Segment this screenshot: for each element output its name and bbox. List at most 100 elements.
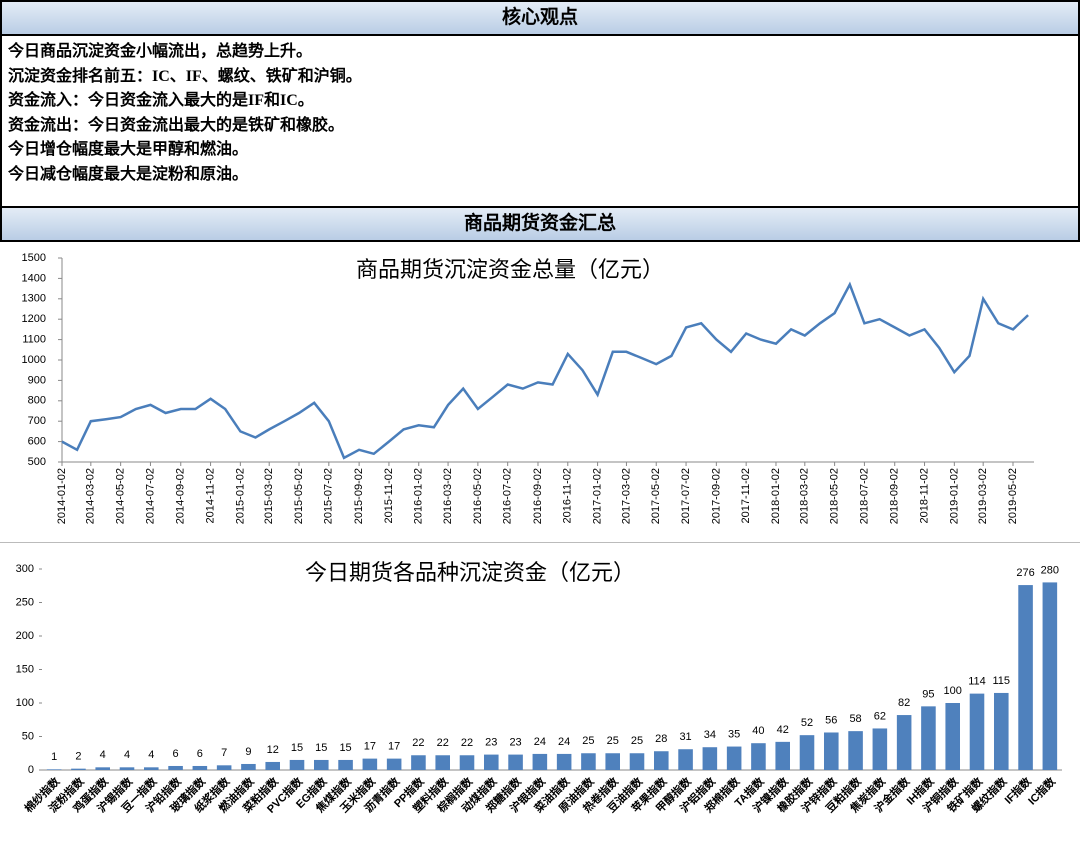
bar [216, 765, 232, 770]
bar [824, 732, 839, 770]
bar [654, 751, 669, 770]
point-text: 资金流出：今日资金流出最大的是铁矿和橡胶。 [8, 116, 345, 134]
bar [1018, 585, 1033, 770]
bar [556, 753, 572, 770]
value-label: 6 [173, 748, 179, 760]
line-chart: 商品期货沉淀资金总量（亿元） 500 600 700 800 900 1000 1100 120… [22, 252, 1034, 524]
bar [678, 749, 693, 770]
bar [411, 755, 426, 770]
bar [241, 763, 256, 770]
value-label: 15 [315, 742, 327, 754]
value-label: 22 [437, 737, 449, 749]
bar [508, 754, 523, 770]
bar [168, 765, 183, 770]
bar [896, 715, 912, 770]
x-tick-label: 2018-07-02 [858, 468, 870, 524]
x-tick-label: 2014-01-02 [56, 468, 68, 524]
point-text: 今日减仓幅度最大是淀粉和原油。 [8, 165, 249, 183]
y-tick-label: 100 [16, 697, 34, 709]
x-tick-label: 2016-03-02 [442, 468, 454, 524]
x-tick-label: 2016-11-02 [562, 468, 574, 523]
x-tick-label: 2015-09-02 [353, 468, 365, 524]
x-tick-label: 2016-09-02 [532, 468, 544, 524]
y-tick-label: 700 [28, 415, 46, 427]
y-tick-label: 1100 [22, 334, 46, 346]
value-label: 23 [509, 736, 521, 748]
x-tick-label: 2015-01-02 [234, 468, 246, 524]
value-label: 35 [728, 728, 740, 740]
value-label: 56 [825, 714, 837, 726]
x-tick-label: 2014-05-02 [115, 468, 127, 524]
x-tick-label: 2016-07-02 [502, 468, 514, 524]
line-series [61, 281, 1029, 460]
bar [192, 765, 208, 770]
x-tick-label: 2017-05-02 [650, 468, 662, 524]
bar-chart: 今日期货各品种沉淀资金（亿元）0501001502002503001棉纱指数2淀… [16, 560, 1062, 816]
bar [314, 759, 329, 770]
x-tick-label: 2018-09-02 [889, 468, 901, 524]
value-label: 12 [267, 744, 279, 756]
value-label: 28 [655, 733, 667, 745]
value-label: 15 [291, 742, 303, 754]
y-tick-label: 50 [22, 730, 34, 742]
bar [872, 728, 888, 770]
y-tick-label: 500 [28, 456, 46, 468]
x-tick-label: 2014-11-02 [204, 468, 216, 523]
value-label: 280 [1041, 564, 1059, 576]
y-tick-label: 800 [28, 395, 46, 407]
y-tick-label: 300 [16, 563, 34, 575]
value-label: 6 [197, 748, 203, 760]
bar [702, 747, 718, 770]
value-label: 15 [339, 742, 351, 754]
x-tick-label: 2014-03-02 [85, 468, 97, 524]
y-tick-label: 1200 [22, 313, 46, 325]
chart-title: 今日期货各品种沉淀资金（亿元） [305, 560, 635, 585]
value-label: 25 [582, 735, 594, 747]
x-tick-label: 2019-03-02 [977, 468, 989, 524]
bar [459, 755, 475, 770]
value-label: 7 [221, 747, 227, 759]
x-tick-label: 2014-09-02 [175, 468, 187, 524]
y-tick-label: 250 [16, 596, 34, 608]
y-tick-label: 900 [28, 374, 46, 386]
bar [848, 731, 863, 770]
point-text: 资金流入：今日资金流入最大的是IF和IC。 [8, 92, 314, 109]
x-tick-label: 2015-07-02 [323, 468, 335, 524]
bar [994, 692, 1009, 770]
value-label: 2 [75, 751, 81, 763]
bar [921, 706, 936, 770]
bar [435, 755, 450, 770]
x-tick-label: 2019-05-02 [1007, 468, 1019, 524]
bar [289, 759, 305, 770]
value-label: 115 [993, 675, 1011, 687]
x-tick-label: 2018-03-02 [799, 468, 811, 524]
x-tick-label: 2018-11-02 [918, 468, 930, 523]
bar [969, 693, 985, 770]
value-label: 9 [245, 746, 251, 758]
y-tick-label: 1400 [22, 272, 46, 284]
value-label: 276 [1016, 567, 1034, 579]
bar [362, 758, 378, 770]
bar [945, 703, 960, 770]
x-tick-label: 2014-07-02 [144, 468, 156, 524]
value-label: 42 [777, 724, 789, 736]
value-label: 22 [412, 737, 424, 749]
bar [1042, 582, 1058, 770]
value-label: 25 [631, 735, 643, 747]
value-label: 17 [364, 741, 376, 753]
bar [775, 741, 790, 770]
value-label: 40 [752, 725, 764, 737]
bar [119, 767, 135, 770]
value-label: 4 [100, 749, 106, 761]
y-tick-label: 1000 [22, 354, 46, 366]
value-label: 25 [607, 735, 619, 747]
bar [144, 767, 159, 770]
bar [581, 753, 596, 770]
value-label: 22 [461, 737, 473, 749]
y-tick-label: 1500 [22, 252, 46, 264]
bar [338, 759, 353, 770]
x-tick-label: 2017-03-02 [620, 468, 632, 524]
bar [71, 768, 86, 770]
y-tick-label: 600 [28, 436, 46, 448]
point-text: 今日商品沉淀资金小幅流出，总趋势上升。 [8, 43, 313, 60]
